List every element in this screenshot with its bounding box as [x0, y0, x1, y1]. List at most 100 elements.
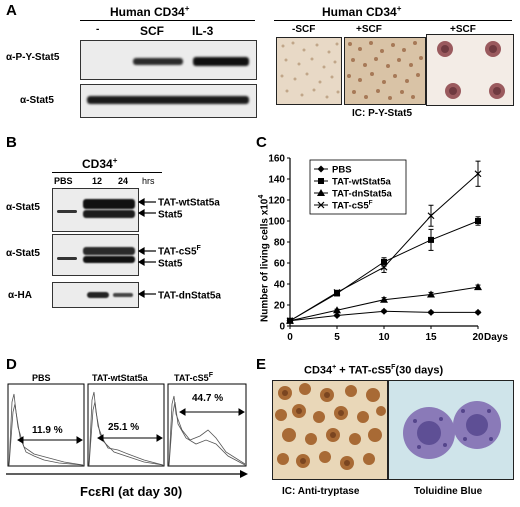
panel-b-arrows: [137, 197, 156, 299]
legend-marker: [317, 189, 325, 196]
x-tick-label: 5: [334, 332, 340, 343]
arrow-head: [97, 434, 104, 442]
panel-e-caption: IC: Anti-tryptase: [282, 486, 360, 497]
band-label: Stat5: [158, 209, 183, 221]
histogram-frame: [87, 383, 165, 467]
band: [57, 257, 77, 260]
condition-label: +SCF: [450, 24, 476, 35]
band-label: TAT-dnStat5a: [158, 290, 221, 302]
x-tick-label: 15: [425, 332, 437, 343]
time-unit-label: hrs: [142, 176, 155, 186]
row-label-ha: α-HA: [8, 290, 32, 301]
panel-e-caption: Toluidine Blue: [414, 486, 483, 497]
data-point: [333, 306, 341, 314]
band-label: TAT-cS5F: [158, 245, 201, 258]
percent-label: 25.1 %: [108, 422, 140, 433]
percent-label: 44.7 %: [192, 393, 224, 404]
histogram-title: TAT-cS5F: [174, 372, 213, 383]
data-point: [427, 212, 435, 220]
legend-label: PBS: [332, 165, 352, 176]
toluidine-blue-cells: [403, 401, 501, 459]
blot-stat5: [80, 84, 257, 118]
lane-label: -: [96, 24, 100, 35]
panel-b-title-underline: [52, 172, 162, 173]
row-label-stat5: α-Stat5: [20, 95, 54, 106]
panel-a-right-title-underline: [274, 20, 512, 21]
series-tat-cs5: [286, 160, 482, 325]
panel-d-label: D: [6, 356, 17, 373]
legend-marker: [317, 201, 325, 209]
band: [83, 256, 135, 263]
arrow-head: [137, 197, 145, 207]
panel-d-histograms: [6, 383, 248, 478]
histogram-curve: [168, 401, 246, 467]
y-tick-label: 120: [268, 196, 285, 207]
arrow-head: [156, 434, 163, 442]
histogram-frame: [7, 383, 85, 467]
ic-image-plus-scf-zoom: [426, 34, 514, 106]
x-axis-label: Days: [484, 332, 508, 343]
legend-marker: [317, 165, 325, 173]
band: [87, 96, 249, 104]
y-tick-label: 140: [268, 175, 285, 186]
condition-label: +SCF: [356, 24, 382, 35]
arrow-head: [238, 408, 245, 416]
legend-label: TAT-cS5F: [332, 200, 373, 212]
band: [83, 247, 135, 255]
blot-b2: [52, 234, 139, 276]
arrow-head: [137, 257, 145, 267]
ic-image-minus-scf-cells: [280, 41, 340, 99]
row-label-stat5: α-Stat5: [6, 248, 40, 259]
condition-label: -SCF: [292, 24, 316, 35]
data-point: [427, 290, 435, 298]
y-tick-label: 100: [268, 217, 285, 228]
data-point: [333, 312, 341, 319]
lane-label: 12: [92, 176, 103, 186]
anti-tryptase-cells: [275, 383, 386, 470]
band-label: Stat5: [158, 258, 183, 270]
arrow-head: [137, 289, 145, 299]
y-tick-label: 0: [279, 322, 285, 333]
data-point: [475, 218, 481, 224]
panel-b-title: CD34+: [82, 156, 118, 171]
histogram-title: PBS: [32, 373, 51, 383]
anti-tryptase-image: [272, 380, 388, 480]
percent-label: 11.9 %: [32, 425, 63, 436]
band: [133, 58, 183, 65]
panel-a-label: A: [6, 2, 17, 19]
y-tick-label: 60: [274, 259, 286, 270]
panel-a-left-title-underline: [80, 20, 255, 21]
toluidine-blue-image: [388, 380, 514, 480]
blot-b1: [52, 188, 139, 232]
y-tick-label: 40: [274, 280, 286, 291]
histogram-curve: [8, 403, 84, 467]
ic-image-plus-scf: [344, 37, 426, 105]
panel-c-ylabel: Number of living cells x104: [258, 194, 271, 322]
panel-e-label: E: [256, 356, 267, 373]
arrow-head: [137, 246, 145, 256]
histogram-title: TAT-wtStat5a: [92, 373, 148, 383]
band: [113, 293, 133, 297]
band-label: TAT-wtStat5a: [158, 197, 220, 209]
data-point: [380, 295, 388, 303]
panel-a-right-title: Human CD34+: [322, 4, 402, 19]
arrow-head: [17, 436, 24, 444]
data-point: [333, 288, 341, 296]
panel-e-title: CD34+ + TAT-cS5F(30 days): [304, 364, 444, 377]
arrow-head: [76, 436, 83, 444]
data-point: [427, 308, 435, 316]
x-tick-label: 10: [378, 332, 390, 343]
data-point: [380, 307, 388, 315]
legend-marker: [318, 178, 324, 184]
blot-py-stat5: [80, 40, 257, 80]
row-label-stat5: α-Stat5: [6, 202, 40, 213]
panel-a-ic-caption: IC: P-Y-Stat5: [352, 108, 413, 119]
data-point: [474, 283, 482, 291]
panel-b-label: B: [6, 134, 17, 151]
panel-a-left-title: Human CD34+: [110, 4, 190, 19]
legend-label-superscript: F: [369, 200, 373, 207]
band: [193, 57, 249, 66]
series-pbs: [286, 307, 482, 325]
band: [87, 292, 109, 298]
